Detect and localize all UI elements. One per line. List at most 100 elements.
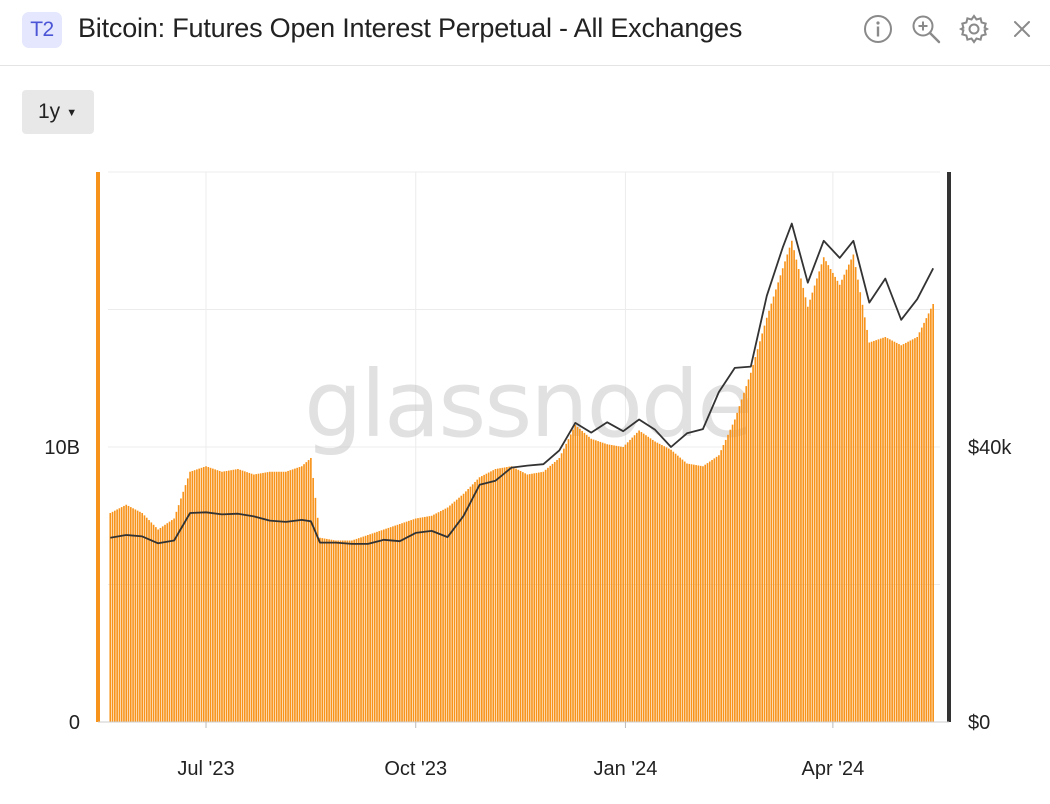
oi-bar [875,340,877,722]
oi-bar [927,313,930,722]
oi-bar [314,497,317,723]
oi-bar [248,472,251,722]
oi-bar [841,279,843,722]
oi-bar [560,453,563,722]
oi-bar [373,532,376,722]
oi-bar [526,474,529,722]
oi-bar [335,540,337,722]
oi-bar [594,440,597,722]
oi-bar [802,287,805,722]
oi-bar [378,531,381,722]
oi-bar [832,272,834,722]
oi-bar [579,428,581,722]
oi-bar [284,471,287,722]
oi-bar [437,512,440,722]
oi-bar [857,279,859,722]
oi-bar [795,259,798,722]
oi-bar [150,522,153,722]
oi-bar [496,468,499,722]
oi-bar [544,469,547,722]
oi-bar [161,526,164,722]
oi-bar [763,325,766,722]
x-tick-label: Oct '23 [384,758,447,780]
info-icon[interactable] [862,13,894,45]
range-selector[interactable]: 1y ▼ [22,90,94,134]
oi-bar [658,443,661,722]
oi-bar [435,513,438,722]
oi-bar [291,469,294,722]
oi-bar [353,539,355,722]
oi-bar [528,474,531,722]
oi-bar [239,469,242,722]
oi-bar [706,463,709,722]
oi-bar [145,517,148,722]
oi-bar [775,289,777,722]
oi-bar [264,472,267,722]
oi-bar [433,514,435,722]
y-left-tick-label: 0 [69,712,80,734]
oi-bar [670,449,672,722]
oi-bar [367,535,369,722]
oi-bar [159,527,162,722]
oi-bar [389,527,392,722]
oi-bar [711,459,713,722]
oi-bar [515,468,517,722]
glassnode-watermark: glassnode [304,351,752,458]
zoom-in-icon[interactable] [910,13,942,45]
oi-bar [772,296,775,722]
oi-bar [713,458,716,722]
oi-bar [118,508,121,722]
oi-bar [175,511,178,722]
oi-bar [225,470,228,722]
oi-bar [859,292,862,722]
oi-bar [914,338,916,722]
oi-bar [569,434,572,722]
oi-bar [848,264,850,722]
oi-bar [806,306,809,722]
tier-badge: T2 [22,12,62,48]
oi-bar [392,526,394,722]
oi-bar [287,470,289,722]
oi-bar [925,318,928,722]
range-label: 1y [38,100,61,123]
oi-bar [171,520,173,722]
oi-bar [531,473,533,722]
oi-bar [196,469,198,722]
close-icon[interactable] [1006,13,1038,45]
oi-bar [870,341,873,722]
oi-bar [328,539,330,722]
oi-bar [843,274,846,722]
oi-bar [715,456,718,722]
oi-bar [360,537,362,722]
oi-bar [585,434,588,722]
oi-bar [501,467,504,722]
oi-bar [184,485,187,722]
oi-bar [143,515,146,722]
oi-bar [476,479,479,722]
oi-bar [426,516,428,722]
oi-bar [610,445,613,722]
oi-bar [654,441,656,722]
oi-bar [355,538,358,722]
oi-bar [403,522,406,722]
oi-bar [467,489,469,722]
oi-bar [683,461,686,722]
oi-bar [380,530,383,722]
oi-bar [852,254,855,722]
oi-bar [471,484,474,722]
oi-bar [893,341,896,722]
gear-icon[interactable] [958,13,990,45]
oi-bar [519,470,522,722]
oi-bar [453,501,456,722]
oi-bar [339,540,342,722]
oi-bar [385,528,387,722]
oi-bar [588,436,590,722]
oi-bar [455,499,458,722]
chart-header: T2 Bitcoin: Futures Open Interest Perpet… [0,0,1050,66]
oi-bar [478,477,481,722]
oi-bar [262,472,264,722]
chart-plot[interactable]: glassnode 0 10B $0 $40k Jul '23 Oct '23 Jan '2… [0,160,1050,804]
oi-bar [608,444,611,722]
oi-bar [622,447,624,722]
oi-bar [271,471,273,722]
